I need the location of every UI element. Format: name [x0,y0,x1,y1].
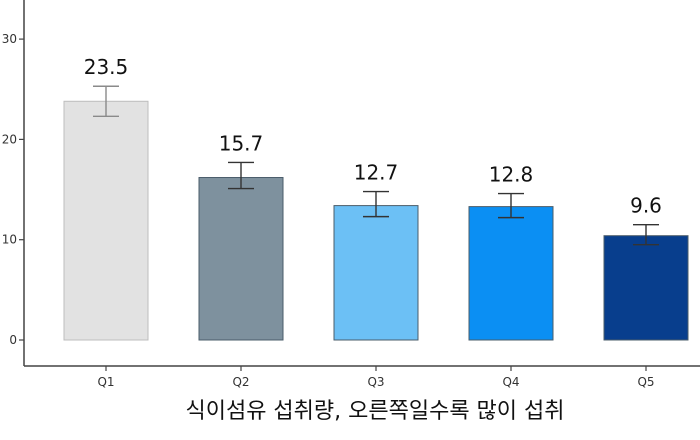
chart-bars [63,100,689,341]
bar-q4 [468,206,554,341]
x-tick-label: Q1 [97,375,114,389]
bar-q1 [63,100,149,341]
bar-q5 [603,235,689,341]
x-axis-ticks: Q1 Q2 Q3 Q4 Q5 [97,366,655,389]
data-label-q2: 15.7 [219,131,264,155]
x-tick-label: Q2 [232,375,249,389]
error-bar-q1 [93,85,119,118]
error-bar-q5 [633,223,659,246]
error-bars [93,85,659,246]
error-bar-q2 [228,161,254,190]
error-bar-q3 [363,190,389,218]
y-axis-ticks: 0 10 20 30 [2,32,24,347]
data-label-q1: 23.5 [84,55,129,79]
x-tick-label: Q3 [367,375,384,389]
data-label-q5: 9.6 [630,194,662,218]
chart-axes [23,0,700,367]
y-tick-label: 20 [2,132,17,146]
data-label-q3: 12.7 [354,161,399,185]
x-tick-label: Q4 [502,375,519,389]
bar-q3 [333,205,419,341]
data-label-q4: 12.8 [489,163,534,187]
x-tick-label: Q5 [637,375,654,389]
y-tick-label: 10 [2,233,17,247]
error-bar-q4 [498,192,524,219]
y-tick-label: 30 [2,32,17,46]
bar-q2 [198,177,284,341]
data-labels: 23.5 15.7 12.7 12.8 9.6 [84,55,662,217]
x-axis-title: 식이섬유 섭취량, 오른쪽일수록 많이 섭취 [185,399,564,424]
y-tick-label: 0 [9,333,17,347]
